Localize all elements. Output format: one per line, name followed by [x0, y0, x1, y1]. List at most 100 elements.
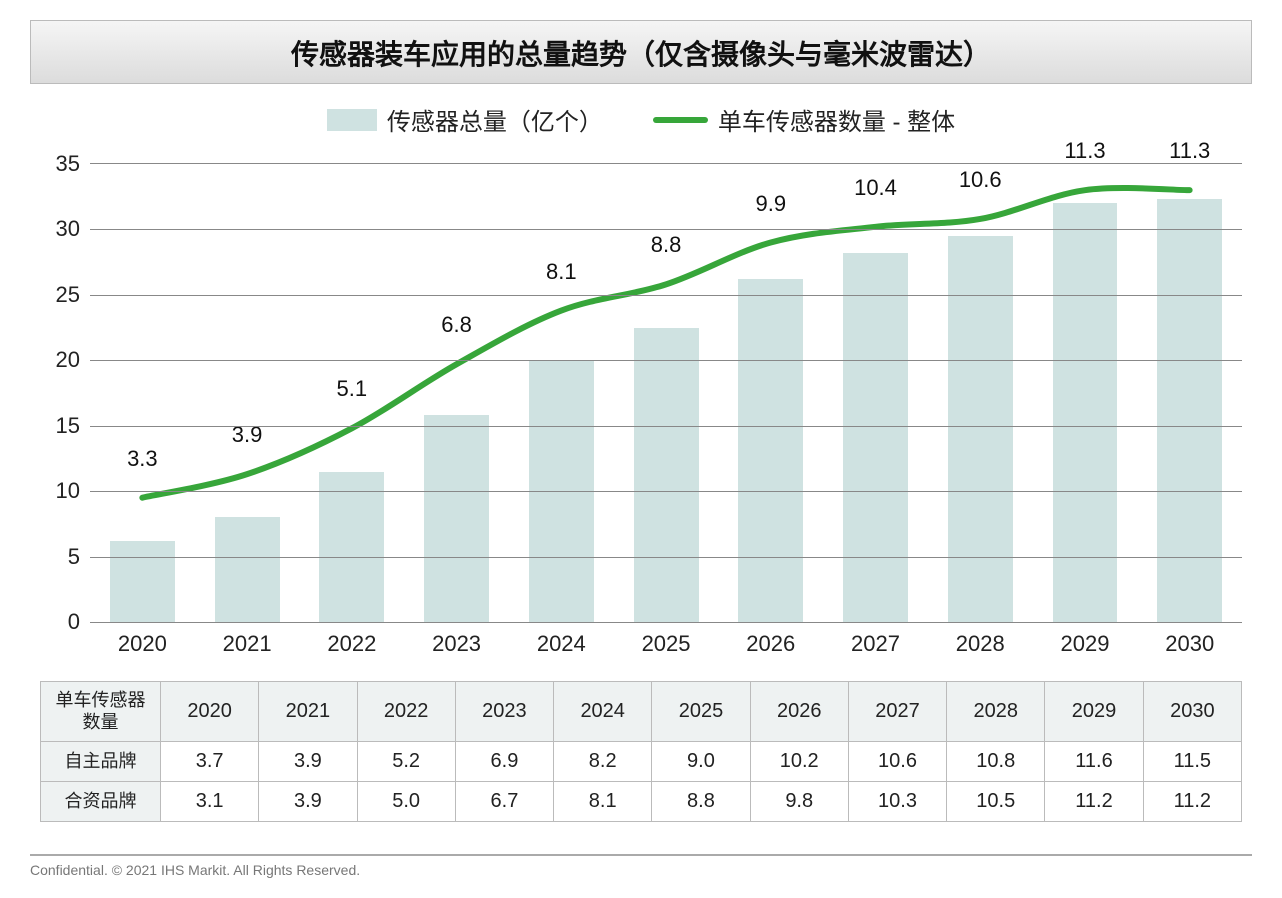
table-col-header: 2025	[652, 682, 750, 742]
table-col-header: 2023	[455, 682, 553, 742]
gridline	[90, 426, 1242, 427]
x-tick-label: 2022	[299, 623, 404, 663]
table-col-header: 2024	[554, 682, 652, 742]
footer: Confidential. © 2021 IHS Markit. All Rig…	[30, 854, 1252, 878]
bar-slot: 8.1	[509, 164, 614, 622]
line-data-label: 10.6	[959, 167, 1002, 193]
line-data-label: 11.3	[1064, 138, 1105, 164]
x-tick-label: 2024	[509, 623, 614, 663]
bar-slot: 10.4	[823, 164, 928, 622]
x-tick-label: 2023	[404, 623, 509, 663]
bar-slot: 5.1	[299, 164, 404, 622]
table-cell: 11.2	[1045, 782, 1143, 822]
table-cell: 3.7	[161, 742, 259, 782]
table-body: 自主品牌3.73.95.26.98.29.010.210.610.811.611…	[41, 742, 1242, 822]
table-cell: 6.9	[455, 742, 553, 782]
table-cell: 10.8	[947, 742, 1045, 782]
table-cell: 5.0	[357, 782, 455, 822]
legend-bar-label: 传感器总量（亿个）	[387, 102, 603, 137]
bar	[738, 279, 803, 622]
line-data-label: 10.4	[854, 175, 897, 201]
bar	[319, 472, 384, 622]
table-cell: 8.8	[652, 782, 750, 822]
bar	[424, 415, 489, 622]
legend-item-line: 单车传感器数量 - 整体	[653, 102, 955, 137]
y-tick-label: 35	[40, 151, 80, 177]
bar-slot: 11.3	[1033, 164, 1138, 622]
table-col-header: 2027	[848, 682, 946, 742]
line-data-label: 9.9	[755, 191, 786, 217]
x-tick-label: 2030	[1137, 623, 1242, 663]
line-swatch-icon	[653, 117, 708, 123]
table-col-header: 2026	[750, 682, 848, 742]
data-table: 单车传感器数量202020212022202320242025202620272…	[40, 681, 1242, 822]
table-cell: 8.2	[554, 742, 652, 782]
x-tick-label: 2028	[928, 623, 1033, 663]
legend-line-label: 单车传感器数量 - 整体	[718, 102, 955, 137]
table-cell: 6.7	[455, 782, 553, 822]
bar	[110, 541, 175, 622]
table-col-header: 2030	[1143, 682, 1241, 742]
table-cell: 3.1	[161, 782, 259, 822]
table-cell: 5.2	[357, 742, 455, 782]
bar	[1053, 203, 1118, 622]
line-data-label: 11.3	[1169, 138, 1210, 164]
y-tick-label: 5	[40, 544, 80, 570]
table-row-header: 自主品牌	[41, 742, 161, 782]
bar-swatch-icon	[327, 109, 377, 131]
table-corner-header: 单车传感器数量	[41, 682, 161, 742]
footer-text: Confidential. © 2021 IHS Markit. All Rig…	[30, 862, 360, 878]
bar	[634, 328, 699, 622]
table-col-header: 2028	[947, 682, 1045, 742]
y-tick-label: 30	[40, 216, 80, 242]
bar-slot: 3.9	[195, 164, 300, 622]
bar	[1157, 199, 1222, 622]
y-tick-label: 20	[40, 347, 80, 373]
table-col-header: 2021	[259, 682, 357, 742]
plot-region: 3.33.95.16.88.18.89.910.410.611.311.3 05…	[90, 163, 1242, 623]
x-tick-label: 2020	[90, 623, 195, 663]
table-cell: 11.6	[1045, 742, 1143, 782]
table-cell: 10.6	[848, 742, 946, 782]
data-table-wrap: 单车传感器数量202020212022202320242025202620272…	[40, 681, 1242, 822]
chart-title: 传感器装车应用的总量趋势（仅含摄像头与毫米波雷达）	[30, 20, 1252, 84]
bar-slot: 6.8	[404, 164, 509, 622]
table-cell: 10.3	[848, 782, 946, 822]
gridline	[90, 557, 1242, 558]
bar-slot: 8.8	[614, 164, 719, 622]
y-tick-label: 0	[40, 609, 80, 635]
bar-slot: 10.6	[928, 164, 1033, 622]
x-tick-label: 2029	[1033, 623, 1138, 663]
bar	[843, 253, 908, 622]
y-tick-label: 10	[40, 478, 80, 504]
table-row: 合资品牌3.13.95.06.78.18.89.810.310.511.211.…	[41, 782, 1242, 822]
table-cell: 3.9	[259, 742, 357, 782]
y-tick-label: 15	[40, 413, 80, 439]
line-data-label: 5.1	[337, 376, 368, 402]
bar-slot: 11.3	[1137, 164, 1242, 622]
line-data-label: 3.3	[127, 446, 158, 472]
table-col-header: 2020	[161, 682, 259, 742]
bars-container: 3.3 3.9 5.1 6.8 8.18.8 9.9 10.4 10.6 11.311.3	[90, 164, 1242, 622]
x-axis-labels: 2020202120222023202420252026202720282029…	[90, 623, 1242, 663]
line-data-label: 6.8	[441, 312, 472, 338]
bar	[215, 517, 280, 622]
gridline	[90, 491, 1242, 492]
table-row-header: 合资品牌	[41, 782, 161, 822]
bar-slot: 3.3	[90, 164, 195, 622]
table-cell: 3.9	[259, 782, 357, 822]
table-cell: 9.0	[652, 742, 750, 782]
table-col-header: 2022	[357, 682, 455, 742]
footer-divider	[30, 854, 1252, 856]
gridline	[90, 229, 1242, 230]
y-tick-label: 25	[40, 282, 80, 308]
x-tick-label: 2025	[614, 623, 719, 663]
table-cell: 9.8	[750, 782, 848, 822]
x-tick-label: 2026	[718, 623, 823, 663]
gridline	[90, 360, 1242, 361]
table-row: 自主品牌3.73.95.26.98.29.010.210.610.811.611…	[41, 742, 1242, 782]
table-cell: 11.5	[1143, 742, 1241, 782]
table-cell: 10.2	[750, 742, 848, 782]
table-cell: 8.1	[554, 782, 652, 822]
legend-item-bars: 传感器总量（亿个）	[327, 102, 603, 137]
